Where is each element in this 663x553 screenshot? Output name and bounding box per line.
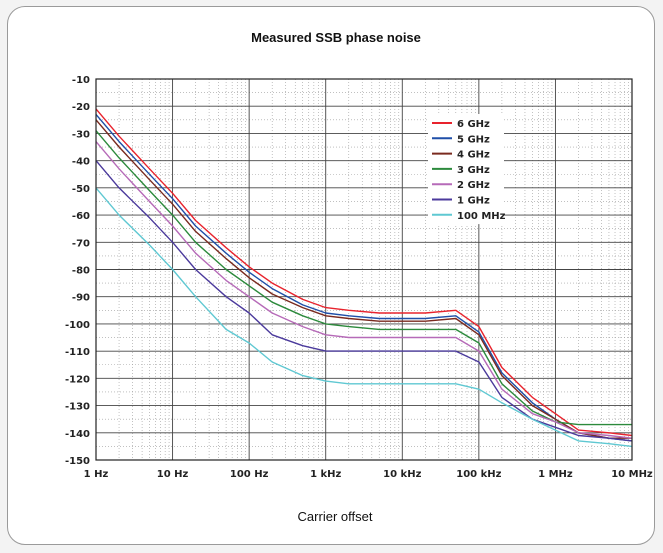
y-tick-label: -130 [65,402,90,413]
series-line-3 [95,130,632,426]
chart-title: Measured SSB phase noise [251,30,421,45]
legend-label: 2 GHz [457,180,490,191]
series-line-6 [95,187,633,448]
x-tick-label: 1 MHz [538,469,573,480]
y-tick-label: -80 [72,266,90,277]
x-tick-label: 10 MHz [611,469,653,480]
y-tick-label: -50 [72,184,90,195]
y-tick-label: -40 [72,157,90,168]
series-line-4 [95,141,633,439]
y-tick-label: -100 [65,320,90,331]
y-tick-label: -60 [72,211,90,222]
legend-label: 100 MHz [457,211,506,222]
series-line-1 [95,113,633,442]
y-tick-label: -30 [72,129,90,140]
grid [95,78,633,461]
x-tick-label: 100 Hz [230,469,269,480]
y-tick-label: -90 [72,293,90,304]
y-tick-label: -70 [72,238,90,249]
legend-label: 3 GHz [457,165,490,176]
y-tick-label: -140 [65,429,90,440]
series-line-2 [95,119,632,439]
legend-label: 5 GHz [457,134,490,145]
y-tick-label: -10 [72,75,90,86]
axes: -10 -20 -30 -40 -50 -60 -70 -80 -90 -100 -110 -120 -… [65,75,653,480]
x-tick-label: 10 Hz [157,469,189,480]
x-axis-title: Carrier offset [298,509,373,524]
y-tick-label: -120 [65,374,90,385]
series-lines [95,108,633,448]
y-tick-label: -110 [65,347,90,358]
plot-frame [95,78,633,461]
y-tick-label: -150 [65,456,90,467]
x-tick-label: 100 kHz [456,469,501,480]
legend-label: 1 GHz [457,196,490,207]
y-tick-label: -20 [72,102,90,113]
series-line-5 [95,160,633,442]
x-tick-label: 1 Hz [84,469,109,480]
legend: 6 GHz 5 GHz 4 GHz 3 GHz 2 GHz 1 GHz 100 MHz [428,114,506,225]
series-line-0 [95,108,633,437]
x-tick-label: 1 kHz [310,469,341,480]
x-tick-label: 10 kHz [383,469,421,480]
legend-label: 4 GHz [457,150,490,161]
legend-label: 6 GHz [457,119,490,130]
